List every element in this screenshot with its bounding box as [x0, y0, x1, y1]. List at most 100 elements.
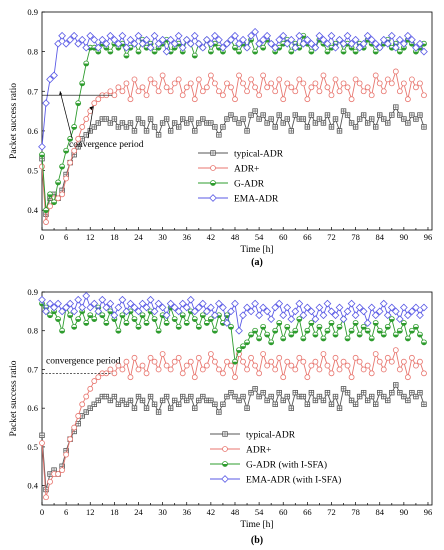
data-point [408, 76, 415, 83]
data-point [263, 307, 272, 316]
data-point [166, 299, 175, 308]
data-point-cross [325, 112, 330, 118]
data-point-fill [349, 330, 355, 334]
data-point [139, 84, 146, 91]
data-point [251, 299, 259, 308]
x-tick-label: 24 [134, 232, 143, 242]
data-point [131, 76, 138, 83]
data-point-cross [405, 398, 411, 403]
data-point [47, 478, 53, 485]
annotation-arrow [59, 91, 73, 139]
data-point [231, 31, 239, 40]
data-point-cross [409, 390, 415, 395]
data-point [240, 80, 246, 87]
data-point-fill [353, 51, 359, 55]
y-tick-label: 0.7 [27, 86, 38, 96]
data-point [199, 366, 206, 373]
data-point-cross [421, 124, 427, 130]
data-point [224, 358, 230, 365]
data-point-fill [39, 154, 45, 158]
data-point-fill [345, 338, 351, 341]
data-point [155, 88, 162, 95]
legend-marker-cross [222, 431, 228, 437]
data-point-cross [248, 390, 254, 395]
data-point [219, 43, 227, 52]
data-point [299, 39, 308, 48]
x-axis-title: Time [h] [240, 245, 273, 255]
data-point-cross [136, 116, 141, 122]
data-point [404, 96, 411, 103]
data-point [351, 311, 360, 320]
data-point [46, 75, 54, 84]
x-tick-label: 42 [207, 232, 216, 242]
data-point [260, 72, 267, 79]
data-point [384, 76, 391, 83]
data-point [408, 354, 415, 361]
data-point [319, 311, 328, 320]
data-point-fill [184, 322, 190, 326]
data-point-cross [132, 128, 137, 134]
data-point [115, 362, 122, 369]
data-point [404, 374, 411, 381]
data-point-fill [103, 47, 109, 51]
data-point-fill [79, 311, 85, 314]
data-point-cross [192, 405, 198, 411]
data-point [183, 84, 190, 91]
data-point-fill [409, 330, 415, 334]
data-point [267, 39, 276, 48]
data-point-cross [361, 112, 366, 118]
data-point [239, 311, 247, 320]
data-point [328, 92, 335, 99]
data-point [247, 31, 255, 40]
x-tick-label: 30 [158, 232, 167, 242]
data-point [307, 307, 316, 316]
data-point [315, 303, 324, 312]
data-point-fill [308, 322, 314, 326]
data-point [107, 88, 114, 95]
data-point [126, 35, 135, 44]
x-tick-label: 60 [279, 507, 288, 517]
data-point-cross [236, 120, 242, 126]
data-point-fill [83, 63, 89, 67]
data-point-cross [252, 108, 258, 114]
data-point-cross [333, 116, 338, 122]
data-point-cross [184, 398, 190, 403]
data-point [78, 35, 87, 44]
data-point [127, 96, 134, 103]
data-point-fill [248, 334, 254, 338]
data-point [162, 311, 171, 320]
x-tick-label: 18 [110, 507, 119, 517]
data-point-cross [309, 112, 314, 118]
data-point [211, 311, 219, 320]
data-point [195, 354, 202, 361]
data-point-fill [401, 47, 407, 51]
x-tick-label: 48 [231, 232, 240, 242]
data-point-cross [365, 120, 370, 126]
data-point [332, 354, 339, 361]
data-point-cross [329, 124, 334, 130]
data-point [420, 47, 428, 56]
data-point [170, 39, 179, 48]
data-point [311, 43, 320, 52]
data-point-cross [156, 409, 161, 415]
data-point-fill [180, 315, 186, 318]
data-point [421, 370, 427, 377]
data-point [376, 80, 383, 87]
data-point [248, 76, 254, 83]
data-point [130, 303, 139, 312]
data-point-cross [200, 116, 206, 122]
series-line [41, 348, 425, 498]
data-point-cross [317, 394, 322, 399]
data-point-fill [228, 326, 234, 330]
data-point [66, 299, 75, 308]
data-point [315, 31, 324, 40]
data-point-cross [284, 116, 290, 122]
data-point [312, 358, 319, 365]
data-point [39, 163, 45, 170]
data-point-fill [95, 51, 101, 55]
data-point-cross [232, 116, 238, 122]
data-point-cross [280, 120, 286, 126]
data-point [123, 80, 130, 87]
data-point-fill [103, 322, 109, 326]
data-point-cross [83, 409, 89, 415]
